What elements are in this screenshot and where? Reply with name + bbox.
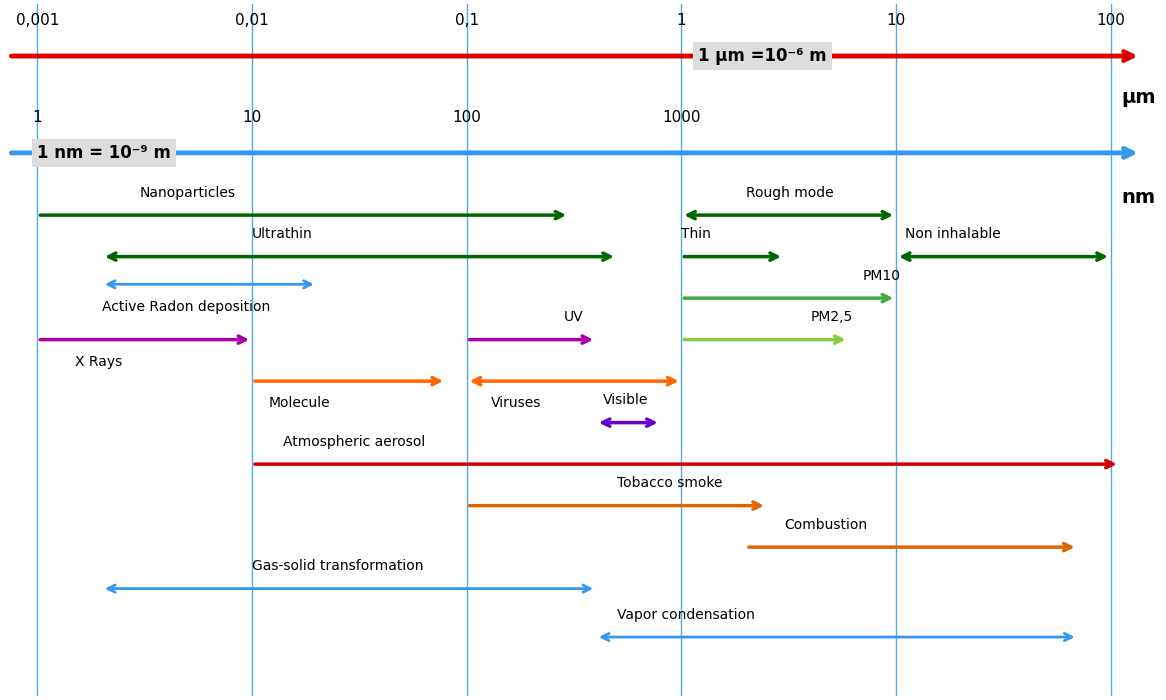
- Text: nm: nm: [1122, 188, 1156, 207]
- Text: Rough mode: Rough mode: [746, 186, 834, 200]
- Text: Thin: Thin: [681, 228, 711, 241]
- Text: 100: 100: [1096, 13, 1125, 29]
- Text: Vapor condensation: Vapor condensation: [617, 608, 754, 622]
- Text: Non inhalable: Non inhalable: [905, 228, 1000, 241]
- Text: PM2,5: PM2,5: [810, 310, 852, 324]
- Text: Viruses: Viruses: [491, 396, 541, 410]
- Text: 0,001: 0,001: [15, 13, 59, 29]
- Text: 1 μm =10⁻⁶ m: 1 μm =10⁻⁶ m: [698, 47, 827, 65]
- Text: X Rays: X Rays: [76, 355, 122, 369]
- Text: 1000: 1000: [662, 110, 701, 125]
- Text: 10: 10: [886, 13, 906, 29]
- Text: 10: 10: [243, 110, 261, 125]
- Text: Molecule: Molecule: [269, 396, 331, 410]
- Text: UV: UV: [564, 310, 583, 324]
- Text: Ultrathin: Ultrathin: [252, 228, 312, 241]
- Text: μm: μm: [1122, 88, 1157, 107]
- Text: Nanoparticles: Nanoparticles: [140, 186, 236, 200]
- Text: Tobacco smoke: Tobacco smoke: [617, 477, 722, 491]
- Text: Atmospheric aerosol: Atmospheric aerosol: [283, 435, 426, 449]
- Text: 100: 100: [452, 110, 482, 125]
- Text: 1: 1: [33, 110, 42, 125]
- Text: Visible: Visible: [603, 393, 648, 407]
- Text: Gas-solid transformation: Gas-solid transformation: [252, 559, 423, 573]
- Text: Combustion: Combustion: [784, 518, 868, 532]
- Text: Active Radon deposition: Active Radon deposition: [103, 300, 271, 314]
- Text: 1: 1: [676, 13, 687, 29]
- Text: PM10: PM10: [863, 269, 901, 283]
- Text: 0,1: 0,1: [455, 13, 479, 29]
- Text: 0,01: 0,01: [236, 13, 269, 29]
- Text: 1 nm = 10⁻⁹ m: 1 nm = 10⁻⁹ m: [37, 144, 171, 162]
